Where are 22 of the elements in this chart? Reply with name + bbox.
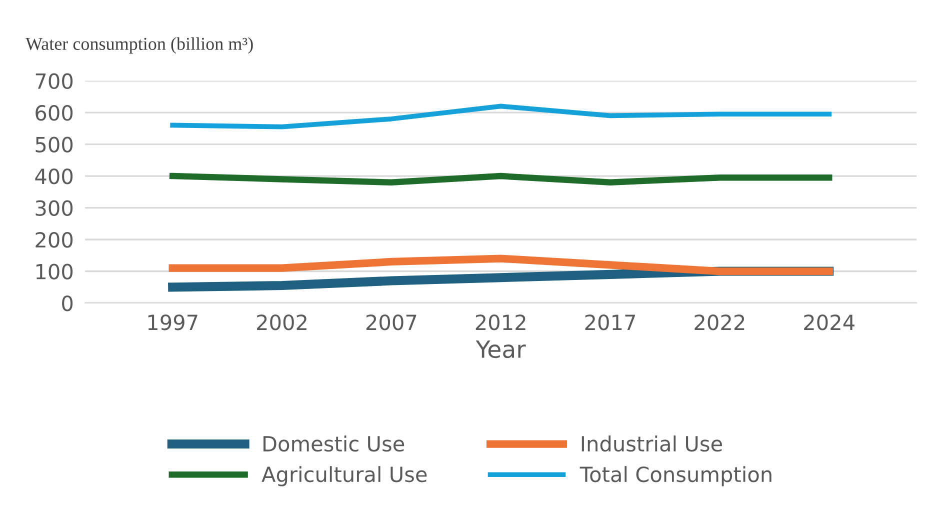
x-tick-label: 2007 — [366, 314, 416, 330]
y-tick-label: 300 — [36, 200, 73, 216]
legend-label: Agricultural Use — [262, 466, 427, 486]
y-tick-label: 500 — [36, 136, 73, 152]
legend-label: Industrial Use — [582, 436, 722, 452]
y-tick-label: 700 — [36, 73, 73, 90]
legend-label: Total Consumption — [580, 466, 772, 486]
x-tick-label: 2017 — [585, 314, 635, 330]
x-tick-label: 2022 — [694, 314, 744, 330]
y-tick-label: 200 — [36, 232, 73, 248]
y-tick-label: 400 — [35, 168, 73, 184]
x-tick-label: 2002 — [257, 314, 306, 330]
y-tick-label: 600 — [36, 104, 73, 121]
y-axis-title: Water consumption (billion m³) — [26, 37, 253, 54]
line-series — [170, 104, 832, 130]
x-tick-label: 2012 — [476, 314, 526, 330]
x-tick-label: 2024 — [804, 314, 854, 330]
y-tick-label: 100 — [36, 264, 73, 280]
x-axis-title: Year — [476, 340, 526, 358]
legend-label: Domestic Use — [264, 436, 404, 452]
y-tick-label: 0 — [62, 295, 73, 312]
x-tick-label: 1997 — [148, 314, 198, 330]
